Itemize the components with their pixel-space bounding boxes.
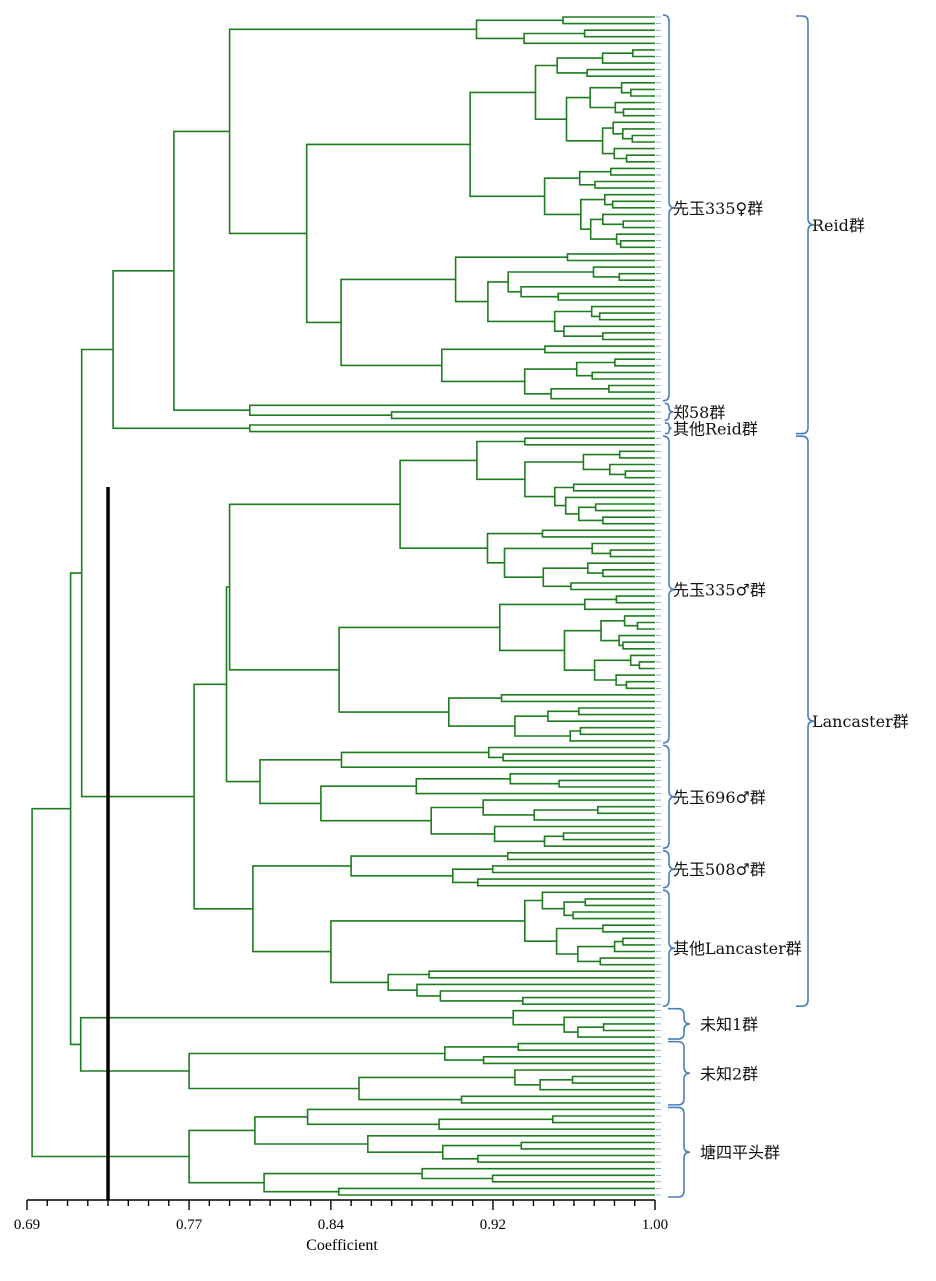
dendrogram-branches [31, 16, 655, 1196]
group-braces: 先玉335♀群郑58群其他Reid群先玉335♂群先玉696♂群先玉508♂群其… [662, 14, 909, 1198]
x-tick-label: 1.00 [642, 1217, 668, 1233]
leaf-tick-marks [656, 16, 661, 1196]
group-xianyu335-female-label: 先玉335♀群 [673, 199, 763, 218]
leaf-ticks [656, 16, 661, 1196]
group-other-reid-brace [665, 422, 672, 435]
group-unknown1-label: 未知1群 [700, 1015, 758, 1034]
x-tick-label: 0.77 [176, 1217, 203, 1233]
group-other-lancaster-label: 其他Lancaster群 [673, 939, 802, 958]
group-xianyu696-male-brace [662, 744, 676, 850]
major-group-reid-brace [796, 15, 815, 435]
major-group-lancaster-brace [796, 435, 815, 1007]
group-xianyu335-male-brace [662, 435, 676, 744]
group-unknown2-brace [668, 1040, 691, 1106]
group-tangsipingtou-brace [668, 1106, 691, 1198]
group-xianyu335-male-label: 先玉335♂群 [673, 581, 766, 600]
group-unknown2-label: 未知2群 [700, 1064, 758, 1083]
dendrogram-tree [31, 16, 655, 1196]
group-xianyu335-female-brace [662, 14, 676, 402]
x-axis: 0.69 0.77 0.84 0.92 1.00 [14, 1199, 668, 1233]
x-tick-label: 0.84 [318, 1217, 345, 1233]
group-xianyu508-male-brace [662, 849, 676, 889]
group-xianyu696-male-label: 先玉696♂群 [673, 788, 766, 807]
group-other-reid-label: 其他Reid群 [673, 419, 758, 438]
x-axis-title: Coefficient [306, 1237, 378, 1254]
group-other-lancaster-brace [662, 889, 676, 1007]
group-xianyu508-male-label: 先玉508♂群 [673, 860, 766, 879]
group-unknown1-brace [668, 1007, 691, 1040]
x-tick-label: 0.92 [480, 1217, 506, 1233]
x-tick-label: 0.69 [14, 1217, 40, 1233]
major-group-lancaster-label: Lancaster群 [812, 712, 909, 731]
group-zheng58-label: 郑58群 [673, 403, 725, 422]
major-group-reid-label: Reid群 [812, 216, 865, 235]
group-tangsipingtou-label: 塘四平头群 [700, 1143, 780, 1162]
group-zheng58-brace [664, 402, 674, 422]
